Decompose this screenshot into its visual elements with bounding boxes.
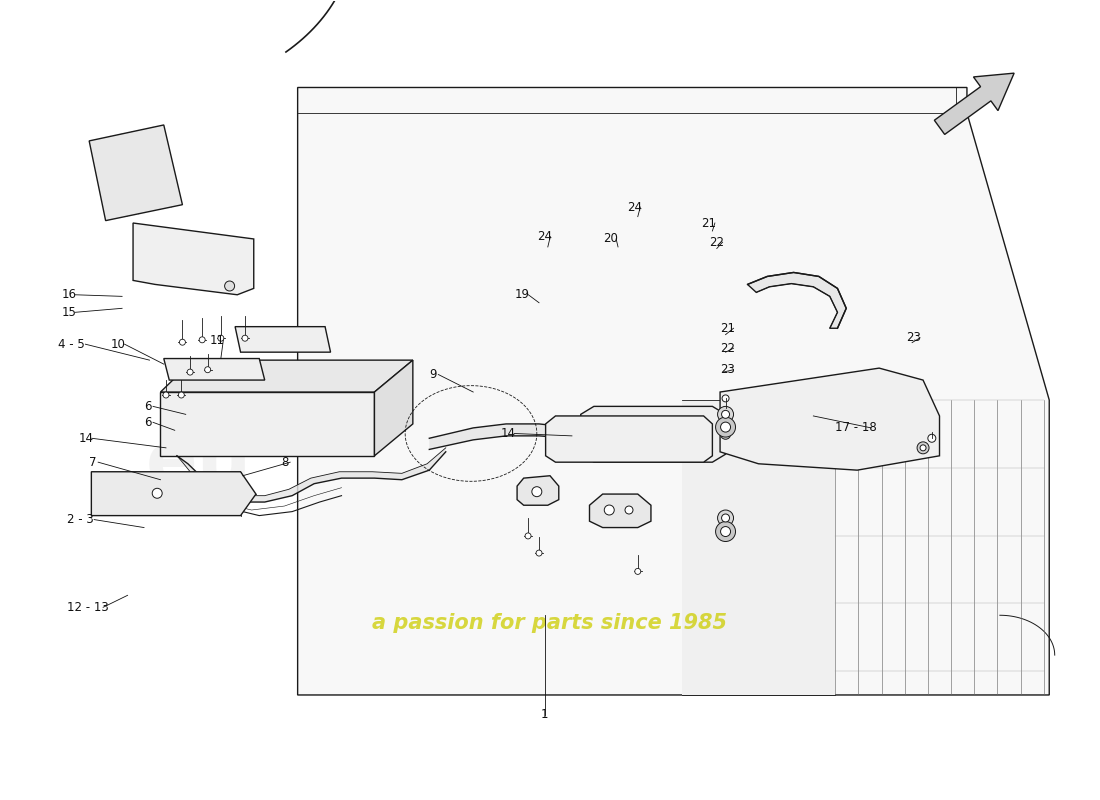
- Circle shape: [179, 339, 186, 345]
- Polygon shape: [429, 424, 621, 452]
- Text: 4 - 5: 4 - 5: [58, 338, 85, 350]
- Text: 6: 6: [144, 416, 152, 429]
- Text: 6: 6: [144, 400, 152, 413]
- Text: 14: 14: [500, 427, 516, 440]
- Polygon shape: [720, 368, 939, 470]
- Circle shape: [525, 533, 531, 539]
- Circle shape: [927, 434, 936, 442]
- Circle shape: [625, 506, 632, 514]
- FancyArrow shape: [934, 73, 1014, 134]
- Text: 15: 15: [62, 306, 77, 319]
- Circle shape: [531, 486, 542, 497]
- Circle shape: [536, 550, 542, 556]
- Text: 23: 23: [720, 363, 735, 376]
- Circle shape: [199, 337, 206, 342]
- Circle shape: [242, 335, 248, 342]
- Text: 17 - 18: 17 - 18: [835, 422, 877, 434]
- Text: 21: 21: [720, 322, 735, 334]
- Circle shape: [920, 445, 926, 451]
- Polygon shape: [89, 125, 183, 221]
- Circle shape: [722, 395, 729, 402]
- Text: a passion for parts since 1985: a passion for parts since 1985: [373, 614, 727, 634]
- Polygon shape: [590, 494, 651, 527]
- Text: 20: 20: [603, 233, 617, 246]
- Text: 23: 23: [906, 331, 922, 344]
- Text: 1: 1: [541, 709, 548, 722]
- Polygon shape: [298, 87, 1049, 695]
- Text: 10: 10: [111, 338, 126, 350]
- Circle shape: [722, 514, 729, 522]
- Polygon shape: [235, 326, 331, 352]
- Polygon shape: [164, 358, 265, 380]
- Polygon shape: [748, 273, 846, 328]
- Text: 22: 22: [720, 342, 735, 354]
- Text: 2 - 3: 2 - 3: [67, 513, 94, 526]
- Circle shape: [717, 406, 734, 422]
- Text: 14: 14: [78, 432, 94, 445]
- Circle shape: [635, 569, 641, 574]
- Polygon shape: [546, 416, 713, 462]
- Text: 19: 19: [515, 288, 530, 302]
- Polygon shape: [682, 400, 835, 695]
- Text: 24: 24: [537, 230, 552, 243]
- Polygon shape: [517, 476, 559, 506]
- Polygon shape: [161, 360, 412, 392]
- Circle shape: [152, 488, 162, 498]
- Circle shape: [163, 392, 169, 398]
- Circle shape: [717, 510, 734, 526]
- Circle shape: [178, 392, 185, 398]
- Text: 7: 7: [89, 456, 97, 469]
- Polygon shape: [161, 392, 374, 456]
- Circle shape: [205, 366, 211, 373]
- Circle shape: [187, 369, 194, 375]
- Text: 9: 9: [429, 368, 437, 381]
- Circle shape: [720, 526, 730, 537]
- Text: 12 - 13: 12 - 13: [67, 601, 109, 614]
- Circle shape: [604, 505, 614, 515]
- Circle shape: [716, 522, 736, 542]
- Text: 16: 16: [62, 288, 77, 302]
- Text: 11: 11: [210, 334, 224, 346]
- Polygon shape: [374, 360, 412, 456]
- Polygon shape: [133, 223, 254, 294]
- Circle shape: [720, 422, 730, 432]
- Circle shape: [720, 430, 730, 439]
- Polygon shape: [177, 448, 446, 502]
- Circle shape: [218, 335, 223, 342]
- Circle shape: [716, 417, 736, 437]
- Text: 8: 8: [282, 456, 288, 469]
- Text: 21: 21: [702, 217, 716, 230]
- Text: eu: eu: [146, 426, 252, 501]
- Text: 22: 22: [710, 236, 724, 249]
- Circle shape: [224, 281, 234, 291]
- Polygon shape: [91, 472, 256, 515]
- Circle shape: [917, 442, 930, 454]
- Circle shape: [722, 410, 729, 418]
- Text: 24: 24: [627, 201, 641, 214]
- Polygon shape: [581, 406, 726, 462]
